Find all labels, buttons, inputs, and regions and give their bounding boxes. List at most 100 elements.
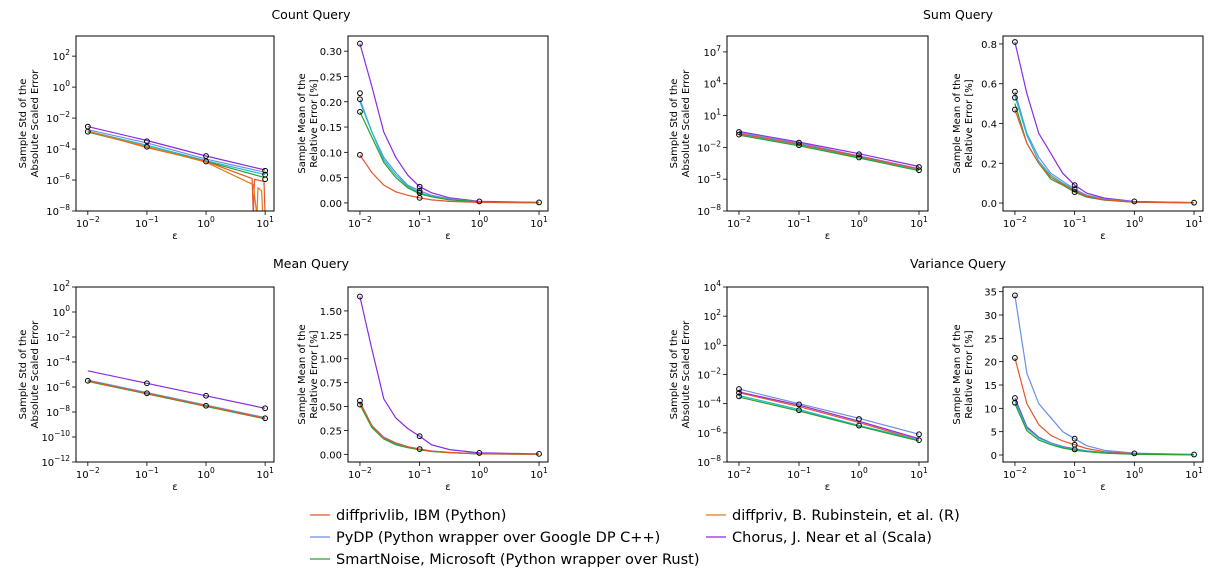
data-point [796,401,802,408]
panel-3: Sum Query 10−2 10−1 100 101 107 104 101 10−2 10−5… [669,7,994,242]
data-point [1071,435,1078,442]
panel-1: Count Query 10−2 10−1 100 101 102 100 10−2 10−4 1… [18,7,351,242]
y-tick-label: 1.25 [320,331,342,342]
series-line-smartnoise [738,396,920,442]
data-point [357,90,363,97]
legend-label: diffpriv, B. Rubinstein, et al. (R) [732,508,960,524]
axes-frame [75,286,275,463]
data-point [144,138,150,145]
y-tick-label: 100 [52,79,70,94]
data-point [476,450,483,456]
legend: diffprivlib, IBM (Python) PyDP (Python wr… [310,508,960,568]
series-line-diffprivlib [738,392,920,441]
y-tick-label: 25 [984,334,997,345]
y-axis-label: Sample Std of theAbsolute Scaled Error [669,69,692,178]
data-point [1191,199,1197,206]
y-tick-label: 102 [52,279,70,294]
x-tick-label: 100 [1126,215,1144,230]
data-point [536,199,542,206]
legend-item-chorus: Chorus, J. Near et al (Scala) [706,530,932,546]
series-line-smartnoise [359,404,540,455]
y-tick-label: 10−8 [697,454,721,469]
series-line-cyan [1014,95,1195,204]
data-point [796,142,802,149]
data-point [736,393,742,400]
x-tick-label: 10−2 [348,466,372,481]
y-tick-label: 5 [991,428,997,439]
y-tick-label: 10−6 [46,172,70,187]
group-title: Mean Query [273,256,350,271]
y-tick-label: 10−6 [46,379,70,394]
data-point [1012,94,1018,101]
data-point [1131,450,1138,457]
y-tick-label: 20 [984,358,997,369]
legend-label: diffprivlib, IBM (Python) [336,508,506,524]
x-tick-label: 100 [1126,466,1144,481]
legend-item-pydp: PyDP (Python wrapper over Google DP C++) [310,530,660,546]
series-line-chorus [359,296,540,455]
data-point [84,377,91,384]
y-tick-label: 10−4 [46,354,70,369]
x-tick-label: 10−1 [1063,215,1087,230]
x-tick-label: 101 [910,466,928,481]
data-point [1191,451,1197,458]
x-tick-label: 101 [910,215,928,230]
x-tick-label: 10−2 [76,466,100,481]
y-tick-label: 10−5 [697,171,721,186]
y-tick-label: 0.10 [320,148,342,159]
y-axis-label: Sample Std of theAbsolute Scaled Error [18,69,41,178]
x-tick-label: 101 [256,466,274,481]
data-point [1012,39,1018,45]
x-tick-label: 10−1 [135,215,159,230]
y-tick-label: 10−2 [46,110,70,125]
legend-item-diffpriv: diffpriv, B. Rubinstein, et al. (R) [706,508,960,524]
series-line-cyan [359,403,540,455]
y-tick-label: 107 [703,44,721,59]
series-line-diffprivlib [359,154,540,204]
y-tick-label: 15 [984,381,997,392]
data-point [1012,399,1018,406]
x-tick-label: 101 [1185,215,1203,230]
data-point [357,397,363,404]
axes-frame [347,286,549,463]
series-line-pydp [87,129,266,173]
legend-label: SmartNoise, Microsoft (Python wrapper ov… [336,552,699,568]
data-point [416,446,423,452]
panel-6: 10−2 10−1 100 101 0.00 0.25 0.50 0.75 1.00 1.25 1.… [297,286,549,493]
y-tick-label: 0.05 [320,174,342,185]
y-tick-label: 10−4 [46,141,70,156]
y-axis-label: Sample Std of theAbsolute Scaled Error [18,320,41,429]
y-tick-label: 0.0 [981,199,997,210]
legend-item-smartnoise: SmartNoise, Microsoft (Python wrapper ov… [310,552,699,568]
data-point [1012,292,1018,299]
series-line-diffprivlib [359,402,540,455]
series-line-smartnoise [1014,403,1195,456]
data-point [856,416,862,422]
data-point [357,108,363,115]
y-tick-label: 0.20 [320,98,342,109]
data-point [203,402,209,409]
legend-item-diffprivlib: diffprivlib, IBM (Python) [310,508,506,524]
y-axis-label: Sample Mean of theRelative Error [%] [297,73,320,173]
y-tick-label: 102 [703,308,721,323]
data-point [916,167,922,174]
series-line-chorus [87,126,266,171]
y-tick-label: 100 [52,304,70,319]
y-tick-label: 10−8 [46,203,70,218]
y-tick-label: 0.6 [981,80,997,91]
y-tick-label: 104 [703,279,721,294]
series-line-chorus [1014,41,1195,204]
data-point [262,415,269,422]
series-line-pydp [87,379,266,419]
x-tick-label: 100 [197,215,215,230]
series-line-diffprivlib [1014,357,1195,456]
legend-label: PyDP (Python wrapper over Google DP C++) [336,530,660,546]
series-line-pydp [1014,295,1195,456]
x-axis-label: ε [825,482,830,493]
data-point [262,176,269,183]
y-tick-label: 10 [984,404,997,415]
series-line-cyan [738,395,920,441]
axes-frame [726,35,929,212]
data-point [416,194,423,201]
group-title: Sum Query [923,7,994,22]
